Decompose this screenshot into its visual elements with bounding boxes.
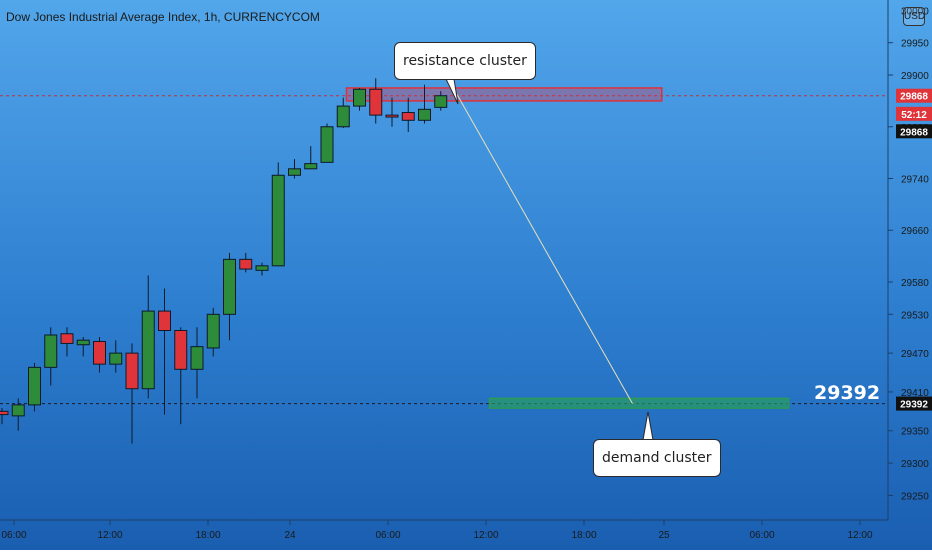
- price-tick-10: 29300: [901, 459, 929, 470]
- candle-body-10: [158, 310, 171, 331]
- resistance-zone: [345, 87, 663, 102]
- candle-body-26: [418, 108, 431, 121]
- candle-body-21: [336, 105, 350, 128]
- price-tick-8: 29410: [901, 388, 929, 399]
- price-tick-7: 29470: [901, 349, 929, 360]
- time-tick-4: 06:00: [375, 530, 400, 541]
- demand-cluster-callout: demand cluster: [593, 439, 721, 477]
- price-tick-6: 29530: [901, 310, 929, 321]
- candle-body-6: [93, 340, 106, 365]
- candle-body-0: [0, 410, 9, 416]
- candle-body-14: [223, 258, 236, 315]
- price-label-1: 52:12: [901, 110, 927, 121]
- time-tick-3: 24: [284, 530, 296, 541]
- time-tick-2: 18:00: [195, 530, 220, 541]
- price-tick-4: 29660: [901, 226, 929, 237]
- price-tick-5: 29580: [901, 278, 929, 289]
- candle-body-23: [369, 88, 383, 116]
- candle-body-16: [255, 265, 269, 271]
- time-tick-5: 12:00: [473, 530, 498, 541]
- resistance-cluster-label: resistance cluster: [403, 53, 527, 69]
- candle-body-17: [271, 174, 285, 267]
- candle-body-19: [304, 163, 318, 170]
- price-tick-3: 29740: [901, 175, 929, 186]
- projection-line: [456, 94, 633, 404]
- price-tick-1: 29900: [901, 71, 929, 82]
- time-tick-8: 06:00: [749, 530, 774, 541]
- demand-zone: [488, 397, 790, 409]
- candle-body-4: [60, 333, 74, 344]
- price-label-bg-0: [896, 88, 932, 103]
- price-label-bg-1: [896, 106, 932, 121]
- price-tick-clipped: 30000: [901, 6, 929, 17]
- time-tick-6: 18:00: [571, 530, 596, 541]
- target-price-label: 29392: [814, 382, 881, 404]
- time-tick-0: 06:00: [1, 530, 26, 541]
- price-label-0: 29868: [900, 92, 928, 103]
- chart-title: Dow Jones Industrial Average Index, 1h, …: [6, 10, 320, 24]
- candle-body-13: [206, 313, 220, 349]
- candle-body-1: [11, 404, 25, 417]
- time-tick-7: 25: [658, 530, 670, 541]
- time-tick-9: 12:00: [847, 530, 872, 541]
- candle-body-24: [385, 114, 399, 118]
- candle-body-15: [239, 258, 253, 270]
- candle-body-9: [141, 310, 155, 390]
- price-tick-0: 29950: [901, 39, 929, 50]
- candle-body-2: [28, 366, 41, 406]
- candle-body-22: [353, 88, 366, 107]
- candle-body-3: [44, 334, 58, 368]
- candle-body-8: [125, 352, 139, 390]
- candle-body-18: [288, 168, 301, 176]
- candle-body-20: [320, 126, 334, 163]
- demand-cluster-label: demand cluster: [602, 450, 712, 466]
- price-label-bg-2: [896, 124, 932, 139]
- resistance-cluster-callout: resistance cluster: [394, 42, 536, 80]
- candle-body-25: [401, 112, 415, 121]
- price-label-2: 29868: [900, 127, 928, 138]
- candle-body-27: [434, 95, 448, 108]
- time-tick-1: 12:00: [97, 530, 122, 541]
- price-tick-11: 29250: [901, 491, 929, 502]
- candle-body-12: [190, 346, 204, 370]
- price-tick-9: 29350: [901, 427, 929, 438]
- price-label-3: 29392: [900, 400, 928, 411]
- price-label-bg-3: [896, 396, 932, 411]
- candle-body-11: [174, 329, 188, 370]
- candle-body-5: [76, 339, 90, 346]
- currency-button[interactable]: USD: [903, 7, 925, 26]
- candle-body-7: [109, 352, 123, 365]
